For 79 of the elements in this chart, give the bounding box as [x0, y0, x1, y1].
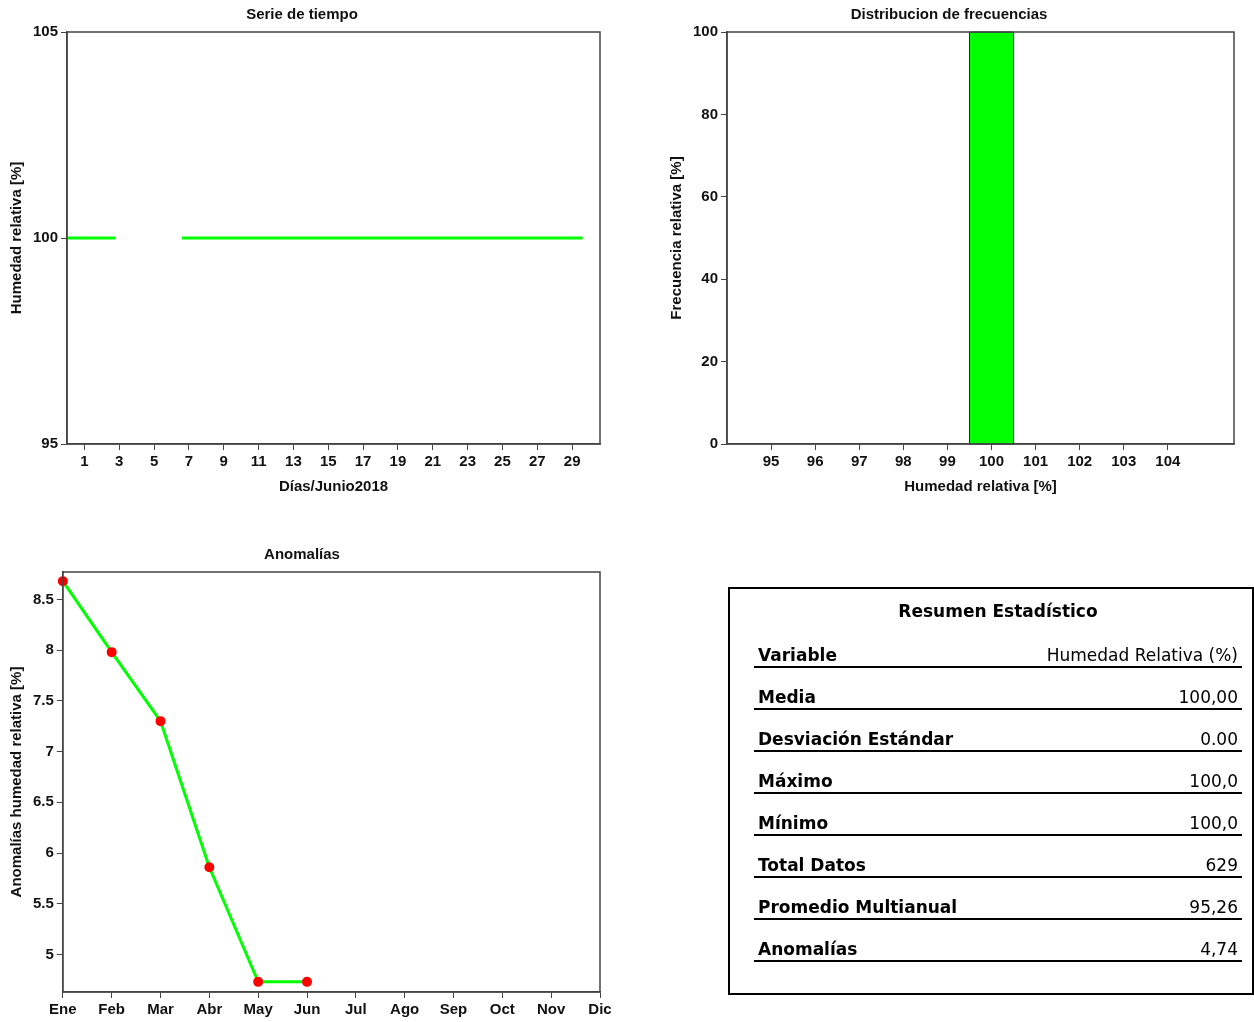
y-tick-label: 8.5	[32, 589, 54, 607]
text: Resumen Estadístico	[897, 601, 1099, 621]
chart-title: Anomalías	[264, 545, 340, 563]
x-tick-label: 13	[285, 452, 302, 470]
text: 100,0	[1189, 813, 1238, 833]
y-tick-label: 0	[709, 434, 719, 452]
y-tick-label: 100	[33, 228, 59, 246]
y-tick-label: 20	[701, 351, 719, 369]
x-tick-label: Jun	[293, 1000, 321, 1018]
text: Anomalías	[758, 939, 858, 959]
x-tick-label: Sep	[439, 1000, 468, 1018]
y-tick-label: 80	[701, 104, 719, 122]
x-axis-title: Humedad relativa [%]	[904, 477, 1057, 495]
x-tick-label: Abr	[196, 1000, 223, 1018]
x-tick-label: 96	[806, 452, 824, 470]
x-tick-label: 103	[1111, 452, 1137, 470]
text: 4,74	[1200, 939, 1238, 959]
x-tick-label: 29	[563, 452, 581, 470]
y-tick-label: 105	[33, 22, 59, 40]
x-tick-label: 104	[1155, 452, 1182, 470]
text: 629	[1205, 855, 1238, 875]
text: Total Datos	[758, 855, 866, 875]
chart-title: Serie de tiempo	[246, 5, 358, 23]
x-tick-label: 25	[494, 452, 511, 470]
text: Mínimo	[758, 813, 829, 833]
x-tick-label: 21	[424, 452, 442, 470]
text: Máximo	[758, 771, 833, 791]
x-tick-label: 23	[459, 452, 476, 470]
y-tick-label: 7.5	[32, 690, 54, 708]
y-tick-label: 6	[45, 843, 54, 861]
text: 95,26	[1189, 897, 1238, 917]
x-tick-label: 95	[762, 452, 780, 470]
text: Media	[758, 687, 816, 707]
x-tick-label: Ago	[390, 1000, 420, 1018]
y-tick-label: 6.5	[32, 792, 54, 810]
text: 0.00	[1200, 729, 1238, 749]
x-tick-label: 101	[1023, 452, 1049, 470]
x-tick-label: 1	[80, 452, 89, 470]
x-tick-label: Ene	[49, 1000, 77, 1018]
y-tick-label: 5.5	[32, 893, 54, 911]
x-tick-label: 102	[1067, 452, 1093, 470]
text: Variable	[758, 645, 837, 665]
text: 100,0	[1189, 771, 1238, 791]
x-tick-label: May	[243, 1000, 274, 1018]
y-tick-label: 95	[41, 434, 59, 452]
x-tick-label: 7	[184, 452, 194, 470]
y-axis-title: Frecuencia relativa [%]	[667, 156, 685, 320]
x-tick-label: Dic	[588, 1000, 612, 1018]
y-tick-label: 8	[45, 640, 54, 658]
x-tick-label: 9	[219, 452, 228, 470]
text: 100,00	[1178, 687, 1238, 707]
x-tick-label: 98	[895, 452, 912, 470]
x-tick-label: 17	[354, 452, 372, 470]
x-tick-label: 11	[250, 452, 267, 470]
x-tick-label: 15	[319, 452, 337, 470]
x-tick-label: Mar	[147, 1000, 175, 1018]
x-axis-title: Días/Junio2018	[278, 477, 389, 495]
x-tick-label: 27	[528, 452, 546, 470]
y-tick-label: 40	[701, 269, 719, 287]
x-tick-label: 5	[149, 452, 159, 470]
x-tick-label: 3	[115, 452, 124, 470]
y-tick-label: 100	[693, 22, 719, 40]
x-tick-label: Jul	[345, 1000, 367, 1018]
y-tick-label: 5	[45, 944, 54, 962]
x-tick-label: Feb	[98, 1000, 126, 1018]
x-tick-label: 97	[850, 452, 868, 470]
x-tick-label: 19	[389, 452, 407, 470]
text: Humedad Relativa (%)	[1046, 645, 1238, 665]
text: Desviación Estándar	[758, 729, 954, 749]
x-tick-label: Nov	[537, 1000, 566, 1018]
y-tick-label: 7	[45, 741, 54, 759]
x-tick-label: 99	[939, 452, 956, 470]
y-tick-label: 60	[701, 186, 719, 204]
y-axis-title: Anomalías humedad relativa [%]	[7, 666, 25, 898]
text: Promedio Multianual	[758, 897, 958, 917]
y-axis-title: Humedad relativa [%]	[7, 161, 25, 315]
x-tick-label: 100	[979, 452, 1005, 470]
chart-title: Distribucion de frecuencias	[850, 5, 1048, 23]
x-tick-label: Oct	[489, 1000, 515, 1018]
